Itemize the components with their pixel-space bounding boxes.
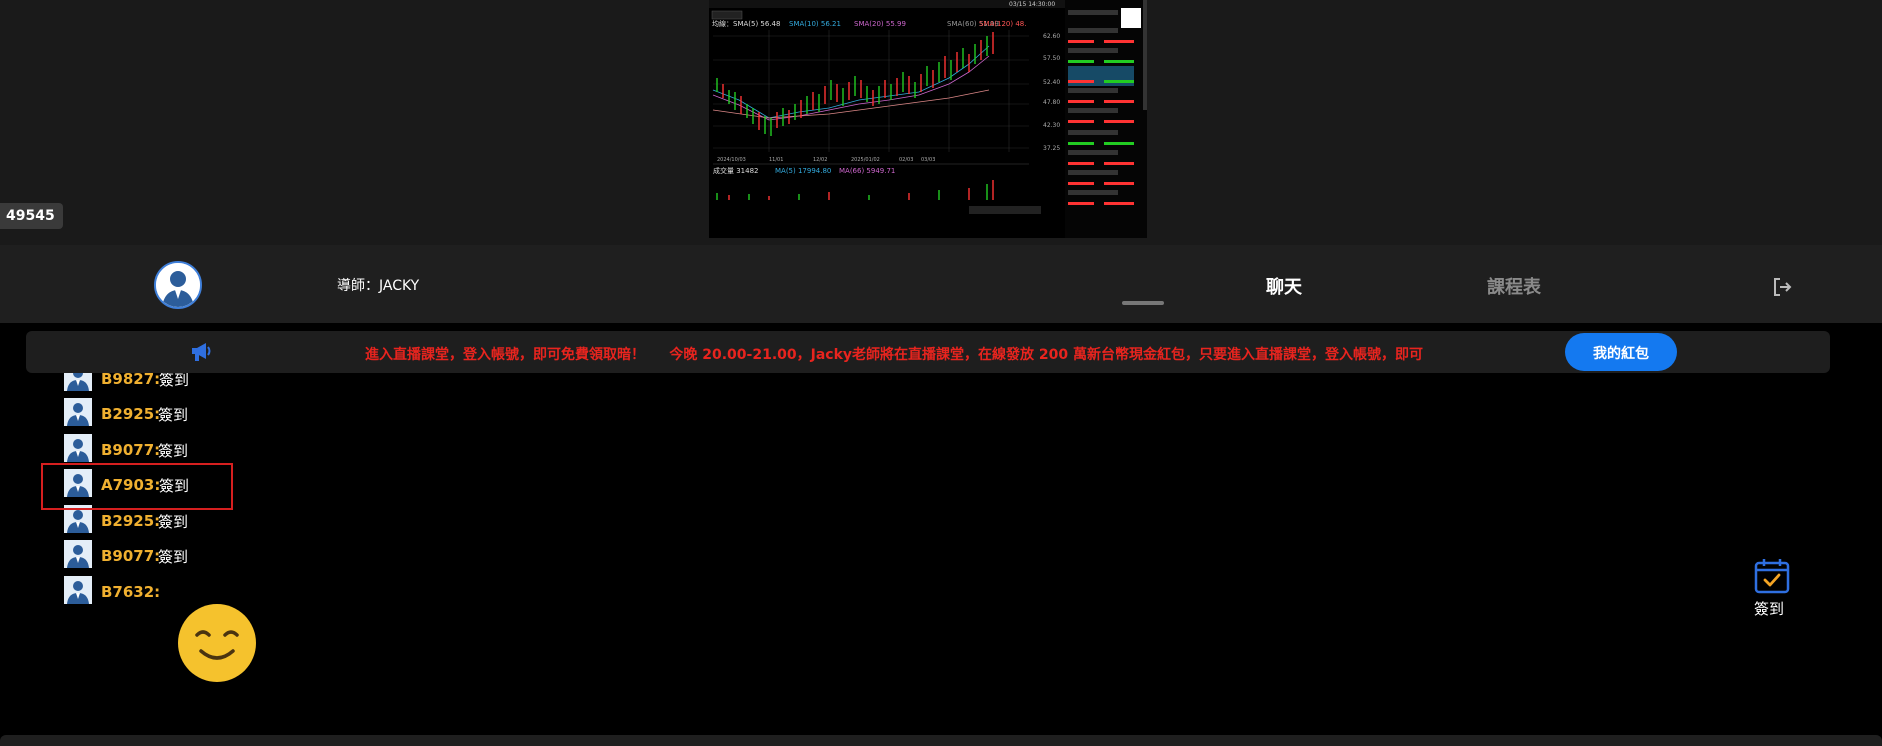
svg-text:62.60: 62.60 — [1043, 33, 1060, 40]
chart-sma-header: 均線：SMA(5) 56.48 — [712, 19, 780, 28]
svg-text:03/15 14:30:00: 03/15 14:30:00 — [1009, 1, 1055, 8]
svg-text:03/03: 03/03 — [921, 157, 935, 163]
svg-text:SMA(60) 51.99: SMA(60) 51.99 — [947, 20, 999, 28]
svg-text:MA(66) 5949.71: MA(66) 5949.71 — [839, 167, 895, 175]
chat-username: B9077: — [101, 441, 161, 459]
tab-chat[interactable]: 聊天 — [1266, 277, 1302, 298]
live-stream-frame[interactable]: 均線：SMA(5) 56.48 SMA(10) 56.21 SMA(20) 55… — [709, 0, 1147, 245]
chat-text: 簽到 — [158, 442, 189, 460]
checkin-button[interactable]: 簽到 — [1752, 558, 1792, 619]
highlight-box — [41, 463, 233, 510]
user-avatar-icon — [64, 469, 92, 497]
stock-chart-screenshot: 均線：SMA(5) 56.48 SMA(10) 56.21 SMA(20) 55… — [709, 0, 1147, 245]
chat-text: 簽到 — [158, 513, 189, 531]
checkin-label: 簽到 — [1753, 600, 1784, 618]
svg-text:SMA(10) 56.21: SMA(10) 56.21 — [789, 20, 841, 28]
svg-text:SMA(120) 48.: SMA(120) 48. — [979, 20, 1026, 28]
user-avatar-icon — [64, 373, 92, 391]
chat-text: 簽到 — [158, 548, 189, 566]
teacher-avatar[interactable] — [154, 261, 202, 309]
chat-text: 簽到 — [159, 373, 190, 389]
svg-text:MA(5) 17994.80: MA(5) 17994.80 — [775, 167, 831, 175]
svg-text:2025/01/02: 2025/01/02 — [851, 157, 880, 163]
svg-text:SMA(20) 55.99: SMA(20) 55.99 — [854, 20, 906, 28]
logout-icon[interactable] — [1771, 276, 1793, 298]
svg-text:12/02: 12/02 — [813, 157, 827, 163]
user-avatar-icon — [64, 540, 92, 568]
drag-handle[interactable] — [1122, 301, 1164, 305]
announcement-bar: 進入直播課堂，登入帳號，即可免費領取暗！ 今晚 20.00-21.00，Jack… — [26, 331, 1830, 373]
user-avatar-icon — [64, 398, 92, 426]
svg-text:02/03: 02/03 — [899, 157, 913, 163]
video-area: 49545 均線：SMA(5) 56.48 SMA(10) 56.21 SMA(… — [0, 0, 1882, 245]
chat-header: 導師：JACKY 聊天 課程表 — [0, 245, 1882, 323]
chat-username: B9077: — [101, 547, 161, 565]
user-avatar-icon — [64, 576, 92, 604]
viewer-count-badge: 49545 — [0, 203, 63, 229]
chat-text: 簽到 — [158, 406, 189, 424]
chat-username: B2925: — [101, 512, 161, 530]
svg-text:57.50: 57.50 — [1043, 55, 1060, 62]
chat-username: A7903: — [101, 476, 161, 494]
chat-username: B9827: — [101, 373, 161, 388]
megaphone-icon — [192, 343, 211, 361]
chat-username: B2925: — [101, 405, 161, 423]
svg-text:37.25: 37.25 — [1043, 145, 1060, 152]
user-avatar-icon — [64, 434, 92, 462]
calendar-check-icon — [1754, 559, 1790, 594]
chat-username: B7632: — [101, 583, 161, 601]
chat-message-list[interactable]: B9827: 簽到 B2925: 簽到 B9077: 簽到 A7903: 簽到 … — [0, 373, 1882, 613]
smiley-emoji-icon[interactable] — [177, 603, 257, 683]
red-envelope-button[interactable]: 我的紅包 — [1565, 333, 1677, 371]
svg-text:47.80: 47.80 — [1043, 99, 1060, 106]
user-avatar-icon — [156, 263, 200, 307]
svg-text:42.30: 42.30 — [1043, 122, 1060, 129]
teacher-label: 導師：JACKY — [337, 278, 420, 294]
svg-text:11/01: 11/01 — [769, 157, 783, 163]
chat-text: 簽到 — [159, 477, 190, 495]
svg-text:2024/10/03: 2024/10/03 — [717, 157, 746, 163]
tab-schedule[interactable]: 課程表 — [1487, 277, 1541, 298]
svg-text:52.40: 52.40 — [1043, 79, 1060, 86]
svg-text:成交量 31482: 成交量 31482 — [713, 166, 759, 175]
bottom-input-bar[interactable] — [0, 735, 1882, 746]
announcement-text: 進入直播課堂，登入帳號，即可免費領取暗！ 今晚 20.00-21.00，Jack… — [365, 347, 1423, 363]
